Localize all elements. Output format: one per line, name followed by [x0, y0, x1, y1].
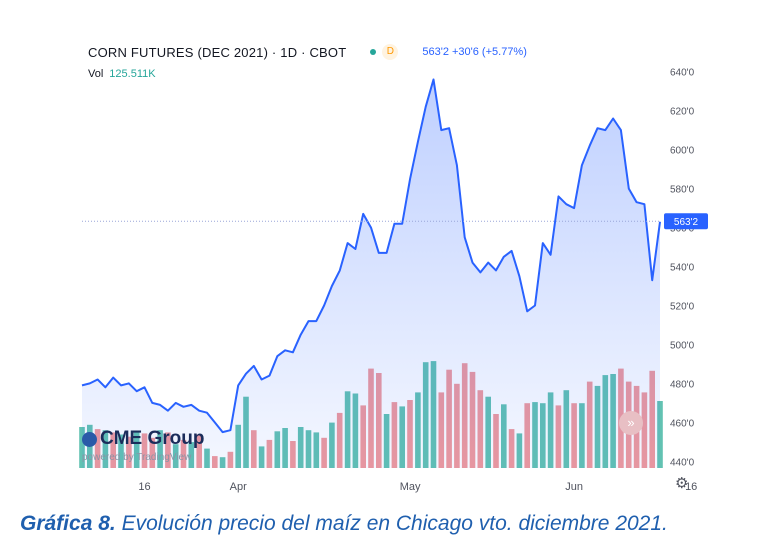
x-tick-label: Jun [565, 481, 583, 493]
last-price-label: 563'2 [664, 213, 708, 230]
y-tick-label: 540'0 [670, 263, 695, 274]
time-axis: 16 Apr May Jun 16 [138, 481, 697, 493]
x-tick-label: Apr [230, 481, 247, 493]
y-tick-label: 620'0 [670, 107, 695, 118]
double-chevron-right-icon: » [627, 415, 635, 430]
y-tick-label: 580'0 [670, 185, 695, 196]
settings-button[interactable]: ⚙ [675, 474, 688, 492]
figure-caption: Gráfica 8. Evolución precio del maíz en … [20, 512, 668, 536]
chart-container: 440'0460'0480'0500'0520'0540'0560'0580'0… [79, 68, 708, 493]
market-status-dot-icon [370, 49, 377, 55]
powered-by-text: powered by TradingView [82, 452, 192, 463]
y-tick-label: 640'0 [670, 68, 695, 79]
x-tick-label: 16 [685, 481, 697, 493]
x-tick-label: 16 [138, 481, 150, 493]
volume-label: Vol [88, 68, 104, 80]
price-axis: 440'0460'0480'0500'0520'0540'0560'0580'0… [670, 68, 695, 469]
price-line [81, 78, 661, 434]
symbol-title[interactable]: CORN FUTURES (DEC 2021) · 1D · CBOT [88, 44, 347, 60]
gear-icon: ⚙ [675, 475, 689, 492]
volume-legend: Vol 125.511K [88, 68, 156, 80]
x-tick-label: May [400, 481, 421, 493]
price-chart: 440'0460'0480'0500'0520'0540'0560'0580'0… [79, 68, 708, 493]
y-tick-label: 500'0 [670, 341, 695, 352]
cme-logo-text: CME Group [100, 428, 205, 449]
volume-value: 125.511K [109, 68, 156, 80]
delayed-badge: D [382, 44, 399, 60]
y-tick-label: 460'0 [670, 418, 695, 429]
y-tick-label: 440'0 [670, 457, 695, 468]
y-tick-label: 600'0 [670, 146, 695, 157]
last-price-tag [664, 213, 708, 230]
y-tick-label: 520'0 [670, 302, 695, 313]
cme-logo: CME Group [82, 428, 205, 450]
price-area-fill [82, 79, 660, 468]
last-quote: 563'2 +30'6 (+5.77%) [422, 46, 527, 58]
last-price-text: 563'2 [674, 217, 699, 228]
scroll-to-realtime-button[interactable]: » [619, 411, 643, 435]
chart-header: CORN FUTURES (DEC 2021) · 1D · CBOT D 56… [88, 44, 527, 60]
y-tick-label: 480'0 [670, 379, 695, 390]
caption-prefix: Gráfica 8. [20, 512, 116, 535]
caption-text: Evolución precio del maíz en Chicago vto… [115, 512, 668, 535]
globe-icon [82, 431, 97, 447]
